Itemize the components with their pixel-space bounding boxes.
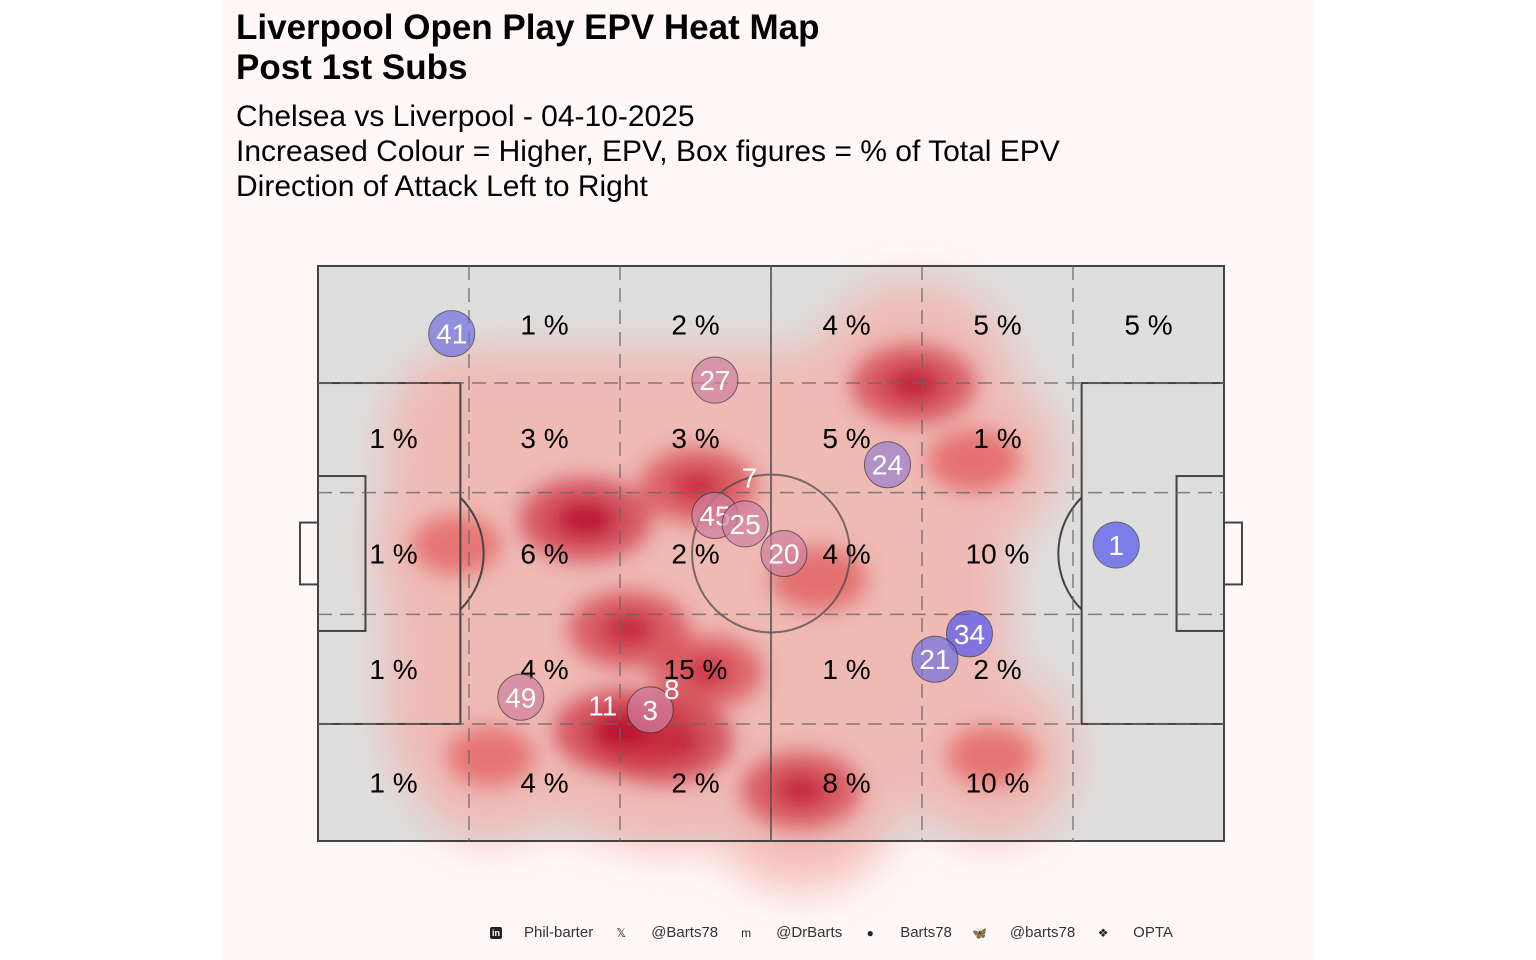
player-dot <box>428 310 476 358</box>
zone-label: 8 % <box>822 767 870 798</box>
zone-label: 3 % <box>520 423 568 454</box>
footer-item: 𝕏 @Barts78 <box>613 924 738 941</box>
zone-label: 4 % <box>822 310 870 341</box>
player-dot <box>721 500 769 548</box>
footer-text: @barts78 <box>1009 924 1076 941</box>
footer-text: @DrBarts <box>776 924 843 941</box>
zone-label: 1 % <box>369 654 417 685</box>
footer-text: OPTA <box>1133 924 1173 941</box>
zone-label: 1 % <box>369 767 417 798</box>
linkedin-icon: in <box>490 926 502 939</box>
zone-label: 10 % <box>966 767 1030 798</box>
chart-subtitle: Chelsea vs Liverpool - 04-10-2025 Increa… <box>236 100 1060 203</box>
heat-blob-core-7 <box>775 775 827 806</box>
footer-item: ❖ OPTA <box>1095 924 1193 941</box>
zone-label: 5 % <box>822 423 870 454</box>
zone-label: 4 % <box>822 539 870 570</box>
heat-blob-core-0 <box>555 502 616 537</box>
player-dot <box>911 635 959 683</box>
footer-item: 🦋 @barts78 <box>972 924 1095 941</box>
player-dot <box>760 530 808 577</box>
footer-text: @Barts78 <box>651 924 719 941</box>
player-number: 41 <box>436 319 467 350</box>
chart-title: Liverpool Open Play EPV Heat Map Post 1s… <box>236 8 820 87</box>
mastodon-icon: m <box>741 925 752 940</box>
player-dot <box>863 441 911 489</box>
player-number: 1 <box>1108 530 1124 561</box>
player-number: 11 <box>588 691 617 722</box>
player-number: 25 <box>730 509 761 540</box>
zone-label: 5 % <box>1124 310 1172 341</box>
heat-blob-mid-9 <box>412 515 501 575</box>
player-marker: 20 <box>760 530 808 577</box>
player-marker: 11 <box>588 691 617 722</box>
footer-text: Barts78 <box>900 924 952 941</box>
zone-label: 1 % <box>520 310 568 341</box>
zone-label: 1 % <box>369 539 417 570</box>
zone-labels: 1 % 2 % 4 % 5 % 5 % 1 % 3 % 3 % 5 % 1 % 1 % 6 % 2 % 4… <box>369 310 1172 799</box>
zone-label: 4 % <box>520 767 568 798</box>
x-twitter-icon: 𝕏 <box>616 925 627 940</box>
player-marker: 24 <box>863 441 911 489</box>
footer-text: Phil-barter <box>524 924 594 941</box>
github-icon: ● <box>866 925 874 940</box>
player-number: 21 <box>919 644 950 675</box>
footer-credits: in Phil-barter 𝕏 @Barts78 m @DrBarts ● Barts78 🦋… <box>490 924 1193 941</box>
player-marker: 27 <box>691 356 739 404</box>
right-goal <box>1223 521 1243 586</box>
footer-item: in Phil-barter <box>490 924 613 941</box>
left-goal <box>299 521 319 586</box>
player-marker: 25 <box>721 500 769 548</box>
player-marker: 34 <box>945 610 993 658</box>
zone-label: 6 % <box>520 539 568 570</box>
player-dot <box>1092 521 1140 569</box>
heat-blob-core-1 <box>603 614 655 645</box>
player-marker: 1 <box>1092 521 1140 569</box>
zone-label: 10 % <box>966 539 1030 570</box>
footer-item: m @DrBarts <box>738 924 862 941</box>
heat-blob-mid-11 <box>947 726 1036 787</box>
player-number: 8 <box>664 674 680 705</box>
footer-item: ● Barts78 <box>862 924 972 941</box>
player-marker: 3 <box>626 686 674 734</box>
zone-label: 15 % <box>664 654 728 685</box>
player-number: 20 <box>768 539 799 570</box>
player-dot <box>626 686 674 734</box>
player-dot <box>691 356 739 404</box>
zone-label: 5 % <box>973 310 1021 341</box>
dropbox-icon: ❖ <box>1097 925 1109 940</box>
zone-label: 1 % <box>973 423 1021 454</box>
right-penalty-arc <box>1057 496 1083 611</box>
player-number: 3 <box>642 695 658 726</box>
player-number: 49 <box>505 682 536 713</box>
zone-label: 2 % <box>671 310 719 341</box>
heat-blob-mid-12 <box>927 429 1020 492</box>
zone-label: 1 % <box>822 654 870 685</box>
player-dot <box>945 610 993 658</box>
player-number: 34 <box>954 619 985 650</box>
zone-label: 3 % <box>671 423 719 454</box>
player-marker: 8 <box>664 674 680 705</box>
zone-label: 2 % <box>671 539 719 570</box>
player-dot <box>497 673 545 721</box>
bluesky-icon: 🦋 <box>972 925 988 940</box>
zone-label: 2 % <box>973 654 1021 685</box>
player-marker: 49 <box>497 673 545 721</box>
zone-label: 2 % <box>671 767 719 798</box>
player-number: 27 <box>699 365 730 396</box>
heat-blob-core-2 <box>683 658 729 686</box>
left-penalty-arc <box>459 496 485 611</box>
player-marker: 41 <box>428 310 476 358</box>
player-number: 7 <box>742 462 758 493</box>
player-marker: 7 <box>742 462 758 493</box>
heat-blob-core-6 <box>886 368 941 400</box>
player-marker: 21 <box>911 635 959 683</box>
player-number: 24 <box>872 450 903 481</box>
zone-label: 1 % <box>369 423 417 454</box>
